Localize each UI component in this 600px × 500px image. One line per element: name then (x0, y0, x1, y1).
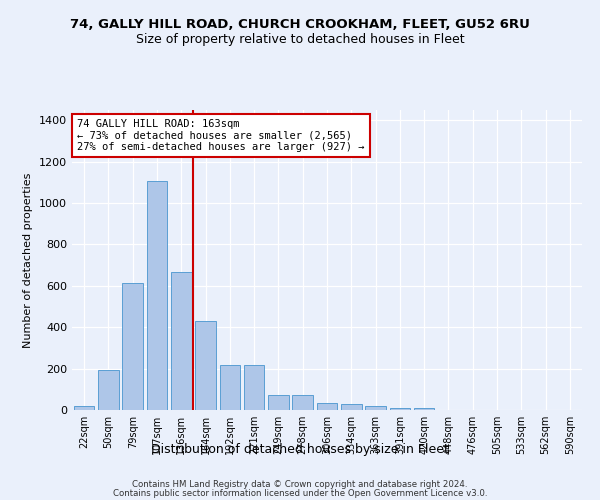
Text: Size of property relative to detached houses in Fleet: Size of property relative to detached ho… (136, 32, 464, 46)
Y-axis label: Number of detached properties: Number of detached properties (23, 172, 34, 348)
Bar (220, 364, 240, 410)
Bar (317, 404, 337, 410)
Text: Contains HM Land Registry data © Crown copyright and database right 2024.: Contains HM Land Registry data © Crown c… (132, 480, 468, 489)
Text: 74, GALLY HILL ROAD, CHURCH CROOKHAM, FLEET, GU52 6RU: 74, GALLY HILL ROAD, CHURCH CROOKHAM, FL… (70, 18, 530, 30)
Bar (195, 322, 216, 410)
Bar (292, 395, 313, 410)
Text: 74 GALLY HILL ROAD: 163sqm
← 73% of detached houses are smaller (2,565)
27% of s: 74 GALLY HILL ROAD: 163sqm ← 73% of deta… (77, 119, 365, 152)
Bar (268, 395, 289, 410)
Bar (146, 181, 167, 410)
Bar (414, 408, 434, 410)
Text: Distribution of detached houses by size in Fleet: Distribution of detached houses by size … (151, 442, 449, 456)
Bar (389, 408, 410, 410)
Bar (98, 370, 119, 410)
Bar (341, 404, 362, 410)
Bar (171, 272, 191, 410)
Text: Contains public sector information licensed under the Open Government Licence v3: Contains public sector information licen… (113, 489, 487, 498)
Bar (122, 283, 143, 410)
Bar (365, 406, 386, 410)
Bar (74, 406, 94, 410)
Bar (244, 364, 265, 410)
